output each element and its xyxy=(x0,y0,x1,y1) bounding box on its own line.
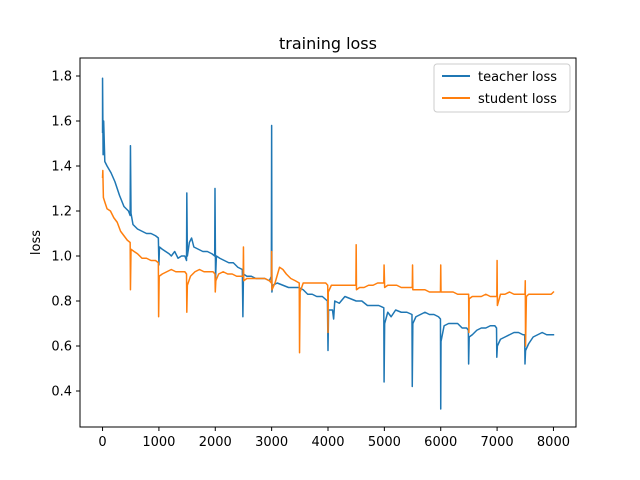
y-axis-label: loss xyxy=(29,230,44,255)
y-tick-label: 1.0 xyxy=(51,250,72,265)
series-layer xyxy=(101,77,555,410)
x-tick-label: 1000 xyxy=(142,435,175,450)
y-tick-label: 1.8 xyxy=(51,70,72,85)
legend: teacher loss student loss xyxy=(433,63,571,113)
plot-area xyxy=(80,58,576,427)
x-tick-label: 6000 xyxy=(424,435,457,450)
x-tick-label: 7000 xyxy=(481,435,514,450)
x-tick-label: 5000 xyxy=(368,435,401,450)
x-tick-label: 0 xyxy=(98,435,106,450)
series-line-teacher-loss xyxy=(101,77,555,410)
x-axis: 0 1000 2000 3000 4000 5000 6000 7000 8000 xyxy=(98,427,570,450)
legend-label-student-loss: student loss xyxy=(478,92,557,107)
y-tick-label: 1.6 xyxy=(51,115,72,130)
x-tick-label: 8000 xyxy=(537,435,570,450)
plot-border xyxy=(79,57,577,428)
y-tick-label: 0.4 xyxy=(51,385,72,400)
y-tick-label: 0.8 xyxy=(51,295,72,310)
y-tick-label: 1.4 xyxy=(51,160,72,175)
chart-title: training loss xyxy=(279,34,377,53)
legend-label-teacher-loss: teacher loss xyxy=(478,70,557,85)
series-line-student-loss xyxy=(101,169,555,354)
x-tick-label: 4000 xyxy=(311,435,344,450)
y-tick-label: 0.6 xyxy=(51,340,72,355)
x-tick-label: 2000 xyxy=(199,435,232,450)
x-tick-label: 3000 xyxy=(255,435,288,450)
y-axis: 0.4 0.6 0.8 1.0 1.2 1.4 1.6 1.8 xyxy=(51,70,80,400)
y-tick-label: 1.2 xyxy=(51,205,72,220)
